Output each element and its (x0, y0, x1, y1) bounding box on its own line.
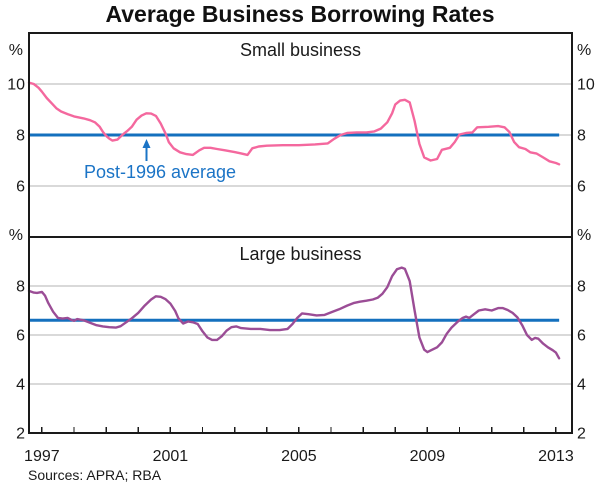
y-tick-label-left-large-business-4: 4 (16, 377, 25, 394)
y-axis-unit-left-small-business: % (9, 42, 23, 59)
y-tick-label-left-small-business-8: 8 (16, 128, 25, 145)
panel-border-large-business (28, 236, 573, 434)
series-line-large-business (27, 266, 561, 360)
annotation-arrow-head (142, 139, 151, 148)
y-tick-label-right-large-business-4: 4 (577, 377, 586, 394)
chart-title: Average Business Borrowing Rates (105, 1, 495, 27)
panel-title-small-business: Small business (239, 40, 362, 60)
y-tick-label-left-small-business-10: 10 (7, 77, 25, 94)
y-axis-unit-right-small-business: % (577, 42, 591, 59)
sources-note: Sources: APRA; RBA (28, 467, 162, 483)
y-axis-unit-left-large-business: % (9, 227, 23, 244)
y-tick-label-right-large-business-6: 6 (577, 328, 586, 345)
series-line-small-business (27, 81, 561, 166)
y-tick-label-left-large-business-8: 8 (16, 279, 25, 296)
y-axis-unit-right-large-business: % (577, 227, 591, 244)
y-tick-label-right-large-business-8: 8 (577, 279, 586, 296)
x-tick-label-1997: 1997 (24, 448, 60, 465)
x-tick-label-2013: 2013 (538, 448, 574, 465)
y-tick-label-right-small-business-6: 6 (577, 179, 586, 196)
y-tick-label-right-small-business-10: 10 (577, 77, 595, 94)
y-tick-label-left-large-business-6: 6 (16, 328, 25, 345)
y-tick-label-right-large-business-2: 2 (577, 426, 586, 443)
panel-title-large-business: Large business (239, 244, 362, 264)
y-tick-label-left-small-business-6: 6 (16, 179, 25, 196)
x-tick-label-2005: 2005 (281, 448, 317, 465)
post-1996-average-annotation: Post-1996 average (83, 162, 237, 182)
x-tick-label-2001: 2001 (153, 448, 189, 465)
y-tick-label-right-small-business-8: 8 (577, 128, 586, 145)
x-tick-label-2009: 2009 (410, 448, 446, 465)
y-tick-label-left-large-business-2: 2 (16, 426, 25, 443)
